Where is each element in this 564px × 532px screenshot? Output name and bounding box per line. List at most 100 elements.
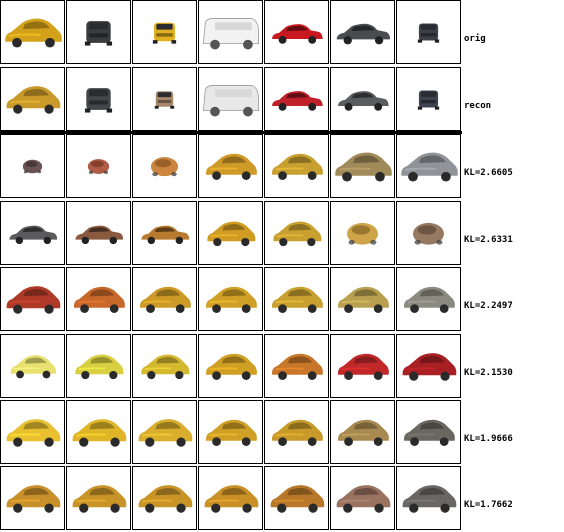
car-image <box>75 354 124 380</box>
car-image <box>271 286 323 313</box>
car-image-cell <box>330 466 395 530</box>
car-image <box>417 90 440 110</box>
car-image-cell <box>0 400 65 464</box>
section-divider <box>0 131 462 134</box>
car-image-cell <box>132 466 197 530</box>
car-image <box>150 157 179 177</box>
car-image-cell <box>396 466 461 530</box>
car-image <box>335 152 392 182</box>
car-image-cell <box>66 267 131 331</box>
car-image <box>337 419 389 446</box>
car-image <box>138 485 193 513</box>
row-label: KL=1.7662 <box>464 500 513 510</box>
car-image <box>6 86 61 114</box>
car-image-cell <box>132 201 197 265</box>
car-image-cell <box>198 67 263 131</box>
car-image-cell <box>132 400 197 464</box>
car-image-cell <box>264 0 329 64</box>
car-image <box>75 225 124 245</box>
car-image-cell <box>264 400 329 464</box>
car-image-cell <box>396 67 461 131</box>
car-image-cell <box>132 267 197 331</box>
car-image <box>272 91 323 111</box>
car-image <box>336 23 391 45</box>
row-label: KL=2.6331 <box>464 235 513 245</box>
car-image-cell <box>396 267 461 331</box>
car-image <box>338 91 389 111</box>
car-image-cell <box>198 267 263 331</box>
car-image-cell <box>330 67 395 131</box>
car-image <box>271 419 323 446</box>
car-image-cell <box>66 134 131 198</box>
car-image-cell <box>66 201 131 265</box>
car-image-cell <box>0 134 65 198</box>
car-image-cell <box>396 400 461 464</box>
car-image <box>73 286 125 313</box>
car-image <box>202 85 259 117</box>
car-image <box>204 485 259 513</box>
car-image-cell <box>66 466 131 530</box>
car-image-cell <box>66 67 131 131</box>
car-image <box>336 485 391 513</box>
row-label: KL=2.1530 <box>464 368 513 378</box>
car-image-cell <box>396 0 461 64</box>
car-image <box>337 286 389 313</box>
car-image <box>273 221 322 247</box>
car-image-cell <box>198 201 263 265</box>
car-image <box>72 485 127 513</box>
car-image <box>205 353 257 380</box>
car-image <box>154 91 175 109</box>
car-image-cell <box>0 267 65 331</box>
car-image-cell <box>264 334 329 398</box>
car-image <box>10 355 56 379</box>
car-image-cell <box>264 466 329 530</box>
car-image-cell <box>198 466 263 530</box>
row-label: KL=2.2497 <box>464 301 513 311</box>
car-image-cell <box>0 67 65 131</box>
car-image-cell <box>198 0 263 64</box>
car-image <box>205 419 257 446</box>
car-image <box>9 225 58 245</box>
car-image-cell <box>396 134 461 198</box>
car-image <box>417 23 440 43</box>
car-image <box>207 221 256 247</box>
car-image-cell <box>330 400 395 464</box>
car-image-cell <box>66 334 131 398</box>
car-image-cell <box>66 400 131 464</box>
car-image-cell <box>264 134 329 198</box>
car-image-cell <box>330 0 395 64</box>
car-image <box>270 485 325 513</box>
car-image <box>5 18 62 48</box>
car-image-cell <box>264 67 329 131</box>
car-image-cell <box>0 0 65 64</box>
car-image-cell <box>264 267 329 331</box>
car-image <box>138 419 193 447</box>
car-image-cell <box>132 334 197 398</box>
car-image <box>337 353 389 380</box>
car-image-cell <box>132 134 197 198</box>
car-image <box>402 485 457 513</box>
row-label: orig <box>464 34 486 44</box>
car-image-cell <box>396 334 461 398</box>
car-image <box>84 88 113 113</box>
car-image <box>87 159 110 174</box>
car-image <box>22 159 43 174</box>
car-image <box>139 286 191 313</box>
car-image-cell <box>330 134 395 198</box>
car-image-cell <box>0 201 65 265</box>
car-image-cell <box>0 466 65 530</box>
car-image <box>141 225 190 245</box>
car-image <box>72 419 127 447</box>
car-image <box>6 286 61 314</box>
car-image <box>413 222 444 245</box>
car-image <box>202 18 259 50</box>
car-image-cell <box>132 67 197 131</box>
car-image <box>6 419 61 447</box>
car-image <box>272 24 323 44</box>
car-image-cell <box>132 0 197 64</box>
car-image-cell <box>198 400 263 464</box>
car-image-cell <box>330 201 395 265</box>
car-image <box>205 153 257 180</box>
car-image-cell <box>66 0 131 64</box>
